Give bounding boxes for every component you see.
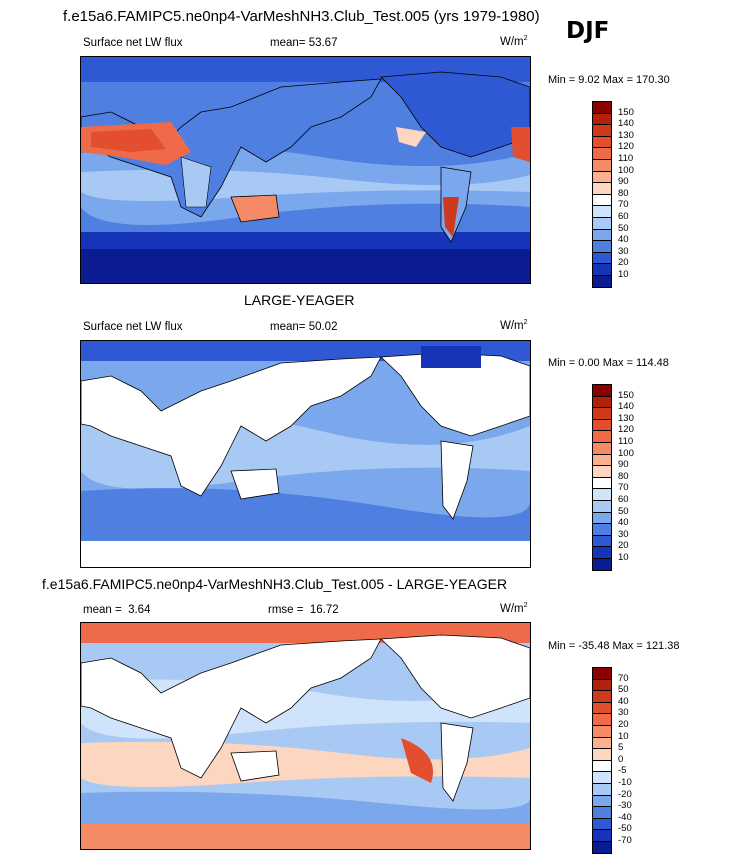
colorbar-tick-label: 50 [618, 505, 629, 517]
colorbar-tick-label: 110 [618, 436, 634, 447]
colorbar-tick-label: 50 [618, 684, 629, 696]
colorbar-tick-label: 90 [618, 459, 629, 471]
panel3-rmse-label: rmse = [268, 604, 304, 616]
panel1-colorbar: 150 140 130 120 110 100 90 80 70 60 50 40 30 20 10 [592, 101, 652, 288]
colorbar-tick-label: 40 [618, 695, 629, 707]
panel3-rmse-value: 16.72 [309, 604, 339, 616]
colorbar-tick-label: 10 [618, 730, 629, 742]
panel2-variable: Surface net LW flux [83, 321, 183, 333]
panel3-title: f.e15a6.FAMIPC5.ne0np4-VarMeshNH3.Club_T… [42, 576, 508, 592]
colorbar-tick-label: 20 [618, 719, 629, 730]
colorbar-tick-label: 0 [618, 753, 624, 765]
colorbar-tick-label: 40 [618, 234, 629, 246]
panel2-mean-value: 50.02 [308, 321, 338, 333]
colorbar-tick-label: -30 [618, 800, 632, 812]
colorbar-tick-label: 30 [618, 707, 629, 719]
panel2-units-base: W/m [500, 319, 524, 332]
colorbar-tick-label: 70 [618, 482, 629, 494]
colorbar-tick-label: -5 [618, 765, 627, 777]
colorbar-tick-label: 100 [618, 164, 634, 176]
colorbar-tick-label: 130 [618, 129, 634, 141]
colorbar-tick-label: 120 [618, 141, 634, 153]
panel3-minmax: Min = -35.48 Max = 121.38 [548, 640, 680, 652]
colorbar-swatch [592, 841, 612, 854]
panel2-colorbar: 150 140 130 120 110 100 90 80 70 60 50 40 30 20 10 [592, 384, 652, 571]
colorbar-tick-label: 150 [618, 106, 634, 118]
panel1-units-exp: 2 [523, 35, 528, 42]
panel1-map [80, 56, 531, 284]
colorbar-tick-label: -40 [618, 811, 632, 823]
colorbar-tick-label: 10 [618, 552, 629, 563]
colorbar-tick-label: 10 [618, 269, 629, 280]
colorbar-tick-label: 20 [618, 540, 629, 552]
colorbar-tick-label: 100 [618, 447, 634, 459]
panel2-map-svg [81, 341, 530, 567]
colorbar-tick-label: 130 [618, 412, 634, 424]
panel1-variable: Surface net LW flux [83, 37, 183, 49]
panel3-mean-label: mean = [83, 604, 122, 616]
panel1-mean-label: mean= [270, 37, 306, 49]
colorbar-tick-label: 70 [618, 199, 629, 211]
panel3-map-svg [81, 623, 530, 849]
colorbar-tick-label: 110 [618, 153, 634, 164]
panel3-units-base: W/m [500, 602, 524, 615]
panel1-mean-value: 53.67 [308, 37, 338, 49]
panel2-minmax: Min = 0.00 Max = 114.48 [548, 357, 669, 369]
colorbar-tick-label: -70 [618, 835, 632, 846]
colorbar-tick-label: 30 [618, 528, 629, 540]
colorbar-tick-label: 90 [618, 176, 629, 188]
colorbar-tick-label: 40 [618, 517, 629, 529]
season-label: DJF [566, 18, 610, 44]
colorbar-tick-label: -50 [618, 823, 632, 835]
panel3-map [80, 622, 531, 850]
panel1-units: W/m2 [500, 35, 528, 48]
panel1-units-base: W/m [500, 35, 524, 48]
colorbar-tick-label: 150 [618, 389, 634, 401]
panel2-mean: mean= 50.02 [270, 321, 337, 333]
panel1-minmax: Min = 9.02 Max = 170.30 [548, 74, 670, 86]
colorbar-tick-label: 30 [618, 245, 629, 257]
colorbar-tick-label: 70 [618, 672, 629, 684]
panel2-units-exp: 2 [523, 319, 528, 326]
panel3-colorbar: 70 50 40 30 20 10 5 0 -5 -10 -20 -30 -40 -50 -70 [592, 667, 652, 854]
panel2-title: LARGE-YEAGER [244, 292, 355, 308]
panel3-mean: mean = 3.64 [83, 604, 150, 616]
panel2-units: W/m2 [500, 319, 528, 332]
colorbar-tick-label: 20 [618, 257, 629, 269]
colorbar-tick-label: 5 [618, 742, 624, 754]
panel3-units: W/m2 [500, 602, 528, 615]
colorbar-swatch [592, 275, 612, 288]
colorbar-swatch [592, 558, 612, 571]
colorbar-tick-label: 50 [618, 222, 629, 234]
panel2-map [80, 340, 531, 568]
colorbar-tick-label: -20 [618, 788, 632, 800]
figure-title: f.e15a6.FAMIPC5.ne0np4-VarMeshNH3.Club_T… [63, 8, 540, 25]
panel3-units-exp: 2 [523, 602, 528, 609]
colorbar-tick-label: -10 [618, 777, 632, 788]
colorbar-tick-label: 140 [618, 401, 634, 413]
panel1-map-svg [81, 57, 530, 283]
panel3-rmse: rmse = 16.72 [268, 604, 339, 616]
colorbar-tick-label: 80 [618, 470, 629, 482]
colorbar-tick-label: 60 [618, 494, 629, 505]
panel3-mean-value: 3.64 [128, 604, 151, 616]
colorbar-tick-label: 140 [618, 118, 634, 130]
panel2-mean-label: mean= [270, 321, 306, 333]
panel1-mean: mean= 53.67 [270, 37, 337, 49]
colorbar-tick-label: 60 [618, 211, 629, 222]
colorbar-tick-label: 120 [618, 424, 634, 436]
colorbar-tick-label: 80 [618, 187, 629, 199]
